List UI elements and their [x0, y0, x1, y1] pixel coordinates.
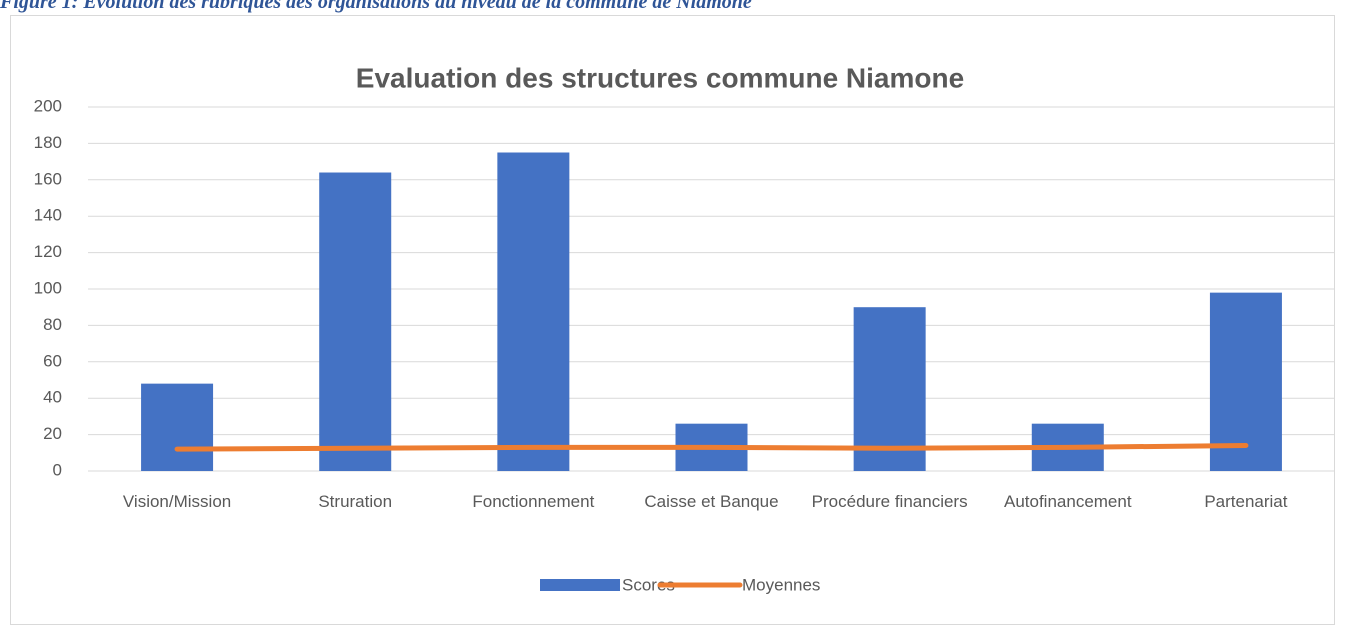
y-tick-label: 0: [53, 460, 62, 479]
y-tick-label: 20: [43, 424, 62, 443]
legend-swatch: [540, 579, 620, 591]
figure-caption: Figure 1: Evolution des rubriques des or…: [0, 0, 752, 13]
bar: [1209, 292, 1282, 471]
y-tick-label: 60: [43, 351, 62, 370]
x-tick-label: Struration: [318, 492, 393, 511]
x-tick-label: Autofinancement: [1003, 492, 1132, 511]
y-tick-label: 40: [43, 388, 62, 407]
y-tick-label: 160: [34, 169, 62, 188]
y-tick-label: 180: [34, 133, 62, 152]
bar: [319, 172, 392, 471]
x-tick-label: Partenariat: [1204, 492, 1288, 511]
x-tick-label: Vision/Mission: [122, 492, 232, 511]
bar: [141, 383, 214, 471]
x-tick-label: Caisse et Banque: [644, 492, 779, 511]
bar: [853, 307, 926, 471]
y-tick-label: 80: [43, 315, 62, 334]
line: [174, 443, 1249, 452]
bar: [497, 152, 570, 471]
legend-label: Moyennes: [742, 575, 820, 594]
y-tick-label: 140: [34, 206, 62, 225]
y-tick-label: 100: [34, 278, 62, 297]
y-tick-label: 200: [34, 96, 62, 115]
x-tick-label: Fonctionnement: [472, 492, 595, 511]
chart-title: Evaluation des structures commune Niamon…: [356, 62, 964, 93]
x-tick-label: Procédure financiers: [811, 492, 968, 511]
y-tick-label: 120: [34, 242, 62, 261]
legend-label: Scores: [622, 575, 675, 594]
